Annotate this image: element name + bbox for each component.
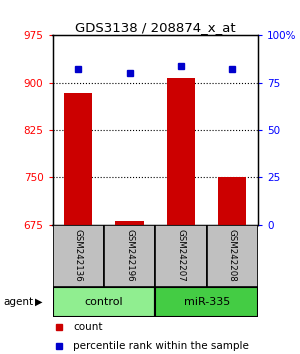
Title: GDS3138 / 208874_x_at: GDS3138 / 208874_x_at xyxy=(75,21,236,34)
Bar xyxy=(218,177,246,225)
Bar xyxy=(52,225,104,287)
Text: GSM242196: GSM242196 xyxy=(125,229,134,282)
Bar xyxy=(52,287,155,317)
Text: agent: agent xyxy=(3,297,33,307)
Text: GSM242136: GSM242136 xyxy=(74,229,83,282)
Bar xyxy=(207,225,258,287)
Bar xyxy=(155,287,258,317)
Text: miR-335: miR-335 xyxy=(184,297,230,307)
Bar xyxy=(64,93,92,225)
Text: GSM242208: GSM242208 xyxy=(228,229,237,282)
Text: ▶: ▶ xyxy=(34,297,42,307)
Text: GSM242207: GSM242207 xyxy=(176,229,185,282)
Bar xyxy=(116,221,144,225)
Text: percentile rank within the sample: percentile rank within the sample xyxy=(73,341,249,351)
Text: control: control xyxy=(85,297,123,307)
Bar xyxy=(104,225,155,287)
Bar xyxy=(155,225,207,287)
Bar xyxy=(167,78,195,225)
Text: count: count xyxy=(73,322,103,332)
